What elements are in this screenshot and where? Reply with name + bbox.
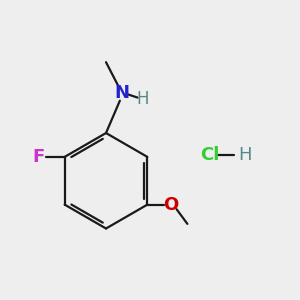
Text: H: H — [238, 146, 252, 164]
Text: F: F — [32, 148, 45, 166]
Text: Cl: Cl — [200, 146, 219, 164]
Text: O: O — [163, 196, 178, 214]
Text: N: N — [114, 84, 129, 102]
Text: H: H — [137, 90, 149, 108]
